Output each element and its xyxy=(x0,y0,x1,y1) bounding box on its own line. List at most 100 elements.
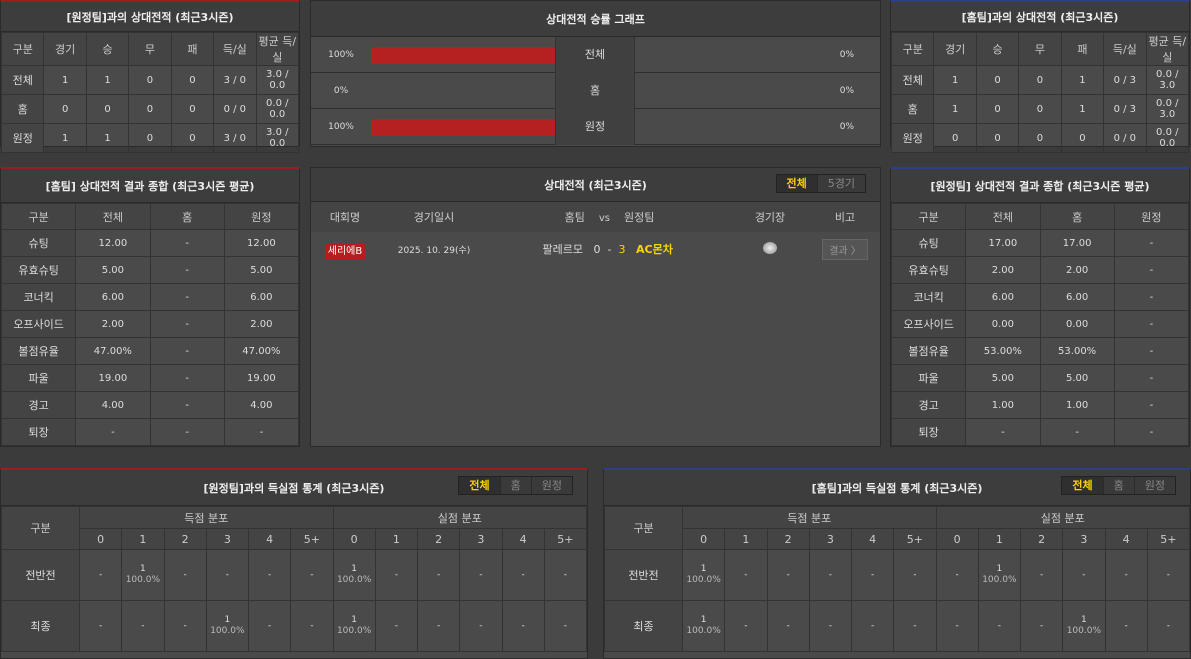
cell-value: 0 xyxy=(1018,65,1062,95)
percent: 100.0% xyxy=(686,626,721,636)
cell-value: 0 / 0 xyxy=(213,94,257,124)
count: - xyxy=(1040,620,1044,631)
percent: 100.0% xyxy=(982,575,1017,585)
cell-value: 0.0 / 3.0 xyxy=(1145,94,1190,124)
home-team[interactable]: 팔레르모 xyxy=(542,243,583,256)
cell-value: - xyxy=(459,549,503,601)
count: - xyxy=(183,620,187,631)
percent: 100.0% xyxy=(210,626,245,636)
row-label: 경고 xyxy=(890,391,967,419)
cell-value: 0 xyxy=(170,94,215,124)
tab-all[interactable]: 전체 xyxy=(459,477,500,494)
tab-all[interactable]: 전체 xyxy=(776,175,817,192)
tab-home[interactable]: 홈 xyxy=(499,477,531,494)
result-button[interactable]: 결과 〉 xyxy=(822,238,868,260)
panel-header: [원정팀]과의 득실점 통계 (최근3시즌) 전체 홈 원정 xyxy=(1,470,587,506)
count: - xyxy=(141,620,145,631)
cell-value: 0 xyxy=(975,65,1020,95)
home-summary-panel: [홈팀] 상대전적 결과 종합 (최근3시즌 평균) 구분 전체 홈 원정 슈팅 12.0… xyxy=(0,167,300,447)
cell-value: - xyxy=(416,549,461,601)
goals-against-header: 실점 분포 xyxy=(935,506,1190,529)
table-row: 전체 1 0 0 1 0 / 3 0.0 / 3.0 xyxy=(890,65,1190,95)
col-venue: 경기장 xyxy=(730,202,810,232)
cell-value: 3.0 / 0.0 xyxy=(255,123,300,153)
row-label: 최종 xyxy=(1,600,80,652)
row-label: 전반전 xyxy=(1,549,80,601)
cell-value: 19.00 xyxy=(75,364,151,392)
cell-value: - xyxy=(1104,549,1148,601)
cell-value: 17.00 xyxy=(1039,229,1115,257)
cell-value: 2.00 xyxy=(1039,256,1115,284)
cell-value: 0.0 / 0.0 xyxy=(255,94,300,124)
table-row: 파울 19.00-19.00 xyxy=(0,364,300,392)
goal-count-header: 2 xyxy=(1019,528,1064,550)
table-row: 퇴장 - - - xyxy=(0,418,300,446)
cell-value: 1 100.0% xyxy=(121,549,165,601)
column-header: 득/실 xyxy=(1103,32,1147,66)
stats-table: 구분 경기 승 무 패 득/실 평균 득/실 전체 1 1 0 0 3 / 0 3.0 / 0.0 홈 0 0 0… xyxy=(0,32,300,153)
panel-header: [홈팀]과의 득실점 통계 (최근3시즌) 전체 홈 원정 xyxy=(604,470,1190,506)
cell-value: - xyxy=(1146,600,1191,652)
cell-value: - xyxy=(1113,391,1190,419)
away-team[interactable]: AC몬차 xyxy=(635,243,673,256)
goal-count-header: 1 xyxy=(121,528,165,550)
cell-value: - xyxy=(290,549,334,601)
panel-title: [원정팀]과의 상대전적 (최근3시즌) xyxy=(1,2,299,32)
tab-away[interactable]: 원정 xyxy=(530,477,572,494)
cell-value: - xyxy=(808,600,853,652)
goals-filter-tabs: 전체 홈 원정 xyxy=(458,476,573,495)
table-row: 원정 0 0 0 0 0 / 0 0.0 / 0.0 xyxy=(890,123,1190,153)
column-header: 득/실 xyxy=(213,32,257,66)
count: - xyxy=(99,620,103,631)
cell-value: 1 xyxy=(43,65,87,95)
right-pct: 0% xyxy=(839,49,854,60)
column-header: 구분 xyxy=(0,32,45,66)
cell-value: - xyxy=(121,600,165,652)
column-header: 전체 xyxy=(965,203,1041,230)
tab-home[interactable]: 홈 xyxy=(1102,477,1134,494)
graph-label: 홈 xyxy=(555,72,635,109)
graph-label: 원정 xyxy=(555,108,635,145)
count: - xyxy=(563,620,567,631)
cell-value: 0 xyxy=(43,94,87,124)
count: 1 xyxy=(351,615,357,625)
goal-count-header: 3 xyxy=(459,528,503,550)
graph-row: 100% 원정 0% xyxy=(311,108,880,145)
cell-value: 5.00 xyxy=(223,256,300,284)
panel-title: [홈팀]과의 득실점 통계 (최근3시즌) xyxy=(811,481,983,495)
cell-value: - xyxy=(223,418,300,446)
count: - xyxy=(225,569,229,580)
cell-value: 53.00% xyxy=(965,337,1041,365)
tab-last5[interactable]: 5경기 xyxy=(816,175,865,192)
table-row: 볼점유율 53.00% 53.00% - xyxy=(890,337,1190,365)
cell-value: - xyxy=(893,600,937,652)
cell-value: - xyxy=(75,418,151,446)
cell-value: - xyxy=(893,549,937,601)
cell-value: - xyxy=(78,549,123,601)
cell-value: - xyxy=(850,600,895,652)
cell-value: 1.00 xyxy=(1039,391,1115,419)
league-badge[interactable]: 세리에B xyxy=(324,243,366,259)
match-row: 세리에B 2025. 10. 29(수) 팔레르모 0 - 3 AC몬차 결과 … xyxy=(311,232,880,266)
cell-value: 1 100.0% xyxy=(1062,600,1106,652)
cell-value: 4.00 xyxy=(75,391,151,419)
cell-value: 1 xyxy=(85,65,130,95)
column-header: 승 xyxy=(85,32,130,66)
stadium-icon[interactable] xyxy=(763,241,777,254)
cell-value: 0 xyxy=(85,94,130,124)
goal-count-header: 4 xyxy=(247,528,292,550)
tab-all[interactable]: 전체 xyxy=(1062,477,1103,494)
column-header: 평균 득/실 xyxy=(255,32,300,66)
cell-value: 6.00 xyxy=(1039,283,1115,311)
column-header: 홈 xyxy=(1039,203,1115,230)
win-rate-graph-panel: 상대전적 승률 그래프 100% 전체 0% 0% 홈 0% 100% 원정 0% xyxy=(310,0,881,147)
cell-value: - xyxy=(149,364,225,392)
cell-value: 1 100.0% xyxy=(977,549,1022,601)
cell-value: 6.00 xyxy=(223,283,300,311)
cell-value: 2.00 xyxy=(75,310,151,338)
table-row: 유효슈팅 2.00 2.00- xyxy=(890,256,1190,284)
tab-away[interactable]: 원정 xyxy=(1133,477,1175,494)
count: 1 xyxy=(996,564,1003,574)
left-pct: 0% xyxy=(333,85,349,96)
count: - xyxy=(828,620,832,631)
